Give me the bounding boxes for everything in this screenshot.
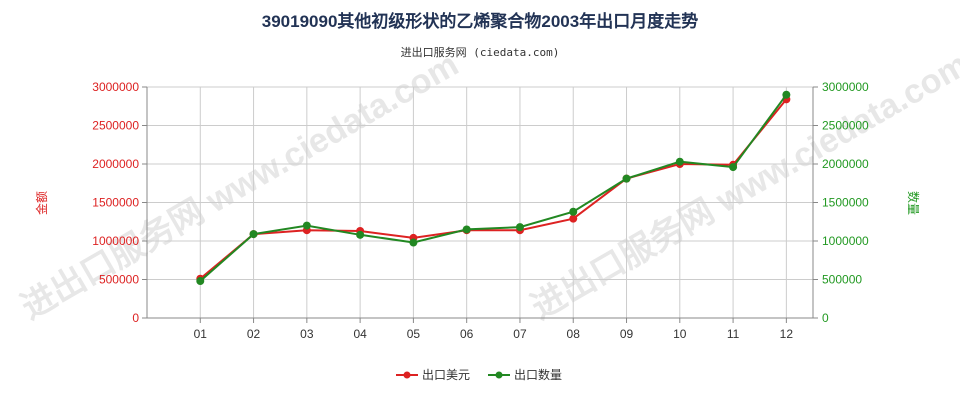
right-tick-label: 1500000 [822, 196, 869, 210]
left-tick-label: 500000 [99, 273, 139, 287]
legend-marker [403, 371, 411, 379]
x-tick-label: 04 [353, 327, 367, 341]
x-tick-label: 05 [407, 327, 421, 341]
left-axis-ticks: 0 500000 1000000 1500000 2000000 2500000 30000… [92, 80, 147, 325]
watermark-1: 进出口服务网 www.ciedata.com [15, 45, 465, 327]
series-1 [196, 95, 791, 283]
legend-marker [495, 371, 503, 379]
right-axis-ticks: 0 500000 1000000 1500000 2000000 2500000 30000… [813, 80, 869, 325]
right-axis-title: 数量 [906, 191, 921, 215]
series-layer [196, 90, 791, 286]
x-tick-label: 06 [460, 327, 474, 341]
legend: 出口美元 出口数量 [396, 367, 562, 382]
left-tick-label: 2000000 [92, 157, 139, 171]
x-tick-label: 11 [727, 327, 740, 341]
data-point [409, 238, 418, 247]
data-point [249, 230, 258, 239]
data-point [356, 230, 365, 239]
right-tick-label: 0 [822, 311, 829, 325]
right-tick-label: 2000000 [822, 157, 869, 171]
data-point [782, 90, 791, 99]
series-line [199, 98, 788, 280]
data-point [622, 174, 631, 183]
data-point [196, 277, 205, 286]
x-tick-label: 08 [567, 327, 581, 341]
left-tick-label: 0 [132, 311, 139, 325]
right-tick-label: 500000 [822, 273, 862, 287]
data-point [729, 163, 738, 172]
data-point [569, 207, 578, 216]
x-tick-label: 09 [620, 327, 634, 341]
series-2 [196, 90, 791, 286]
data-point [515, 223, 524, 232]
data-point [569, 214, 578, 223]
data-point [675, 157, 684, 166]
left-axis-title: 金额 [34, 191, 49, 215]
x-tick-label: 01 [194, 327, 208, 341]
data-point [462, 225, 471, 234]
legend-label: 出口数量 [514, 367, 562, 382]
series-line [199, 94, 788, 282]
left-tick-label: 3000000 [92, 80, 139, 94]
chart-title: 39019090其他初级形状的乙烯聚合物2003年出口月度走势 [262, 11, 698, 31]
x-tick-label: 03 [300, 327, 314, 341]
data-point [302, 221, 311, 230]
right-tick-label: 1000000 [822, 234, 869, 248]
chart-subtitle: 进出口服务网 (ciedata.com) [401, 45, 560, 59]
left-tick-label: 1500000 [92, 196, 139, 210]
x-tick-label: 02 [247, 327, 261, 341]
x-tick-label: 10 [673, 327, 687, 341]
right-tick-label: 2500000 [822, 119, 869, 133]
x-tick-label: 12 [780, 327, 794, 341]
right-tick-label: 3000000 [822, 80, 869, 94]
watermark-2: 进出口服务网 www.ciedata.com [525, 45, 960, 327]
watermark-layer: 进出口服务网 www.ciedata.com 进出口服务网 www.ciedat… [15, 45, 960, 327]
left-tick-label: 2500000 [92, 119, 139, 133]
left-tick-label: 1000000 [92, 234, 139, 248]
x-tick-label: 07 [513, 327, 527, 341]
legend-label: 出口美元 [422, 368, 470, 382]
x-axis-ticks: 01 02 03 04 05 06 07 08 09 10 11 12 [194, 318, 794, 341]
grid [147, 86, 813, 318]
